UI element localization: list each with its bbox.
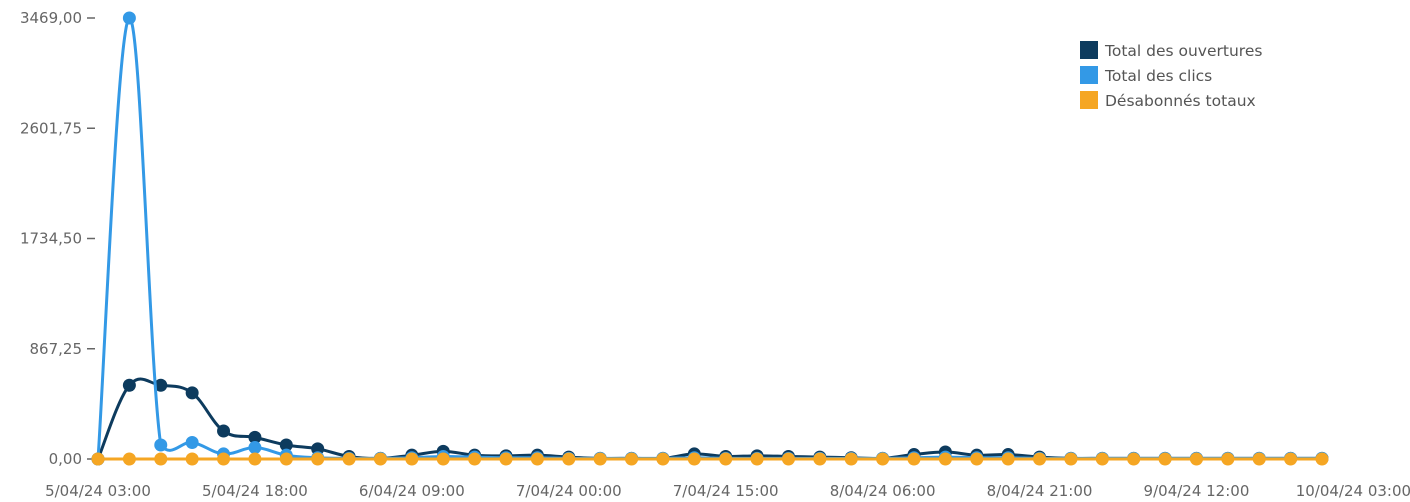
x-tick-label: 5/04/24 18:00 <box>202 482 308 500</box>
x-tick-label: 5/04/24 03:00 <box>45 482 151 500</box>
data-point <box>279 438 293 452</box>
data-point <box>687 452 701 466</box>
data-point <box>781 452 795 466</box>
data-point <box>185 386 199 400</box>
y-tick-label: 867,25 <box>30 340 83 358</box>
legend-label: Total des ouvertures <box>1104 42 1262 60</box>
x-tick-label: 9/04/24 12:00 <box>1144 482 1250 500</box>
legend-swatch <box>1080 91 1098 109</box>
data-point <box>907 452 921 466</box>
data-point <box>1252 452 1266 466</box>
y-tick-label: 0,00 <box>49 450 82 468</box>
data-point <box>217 452 231 466</box>
data-point <box>750 452 764 466</box>
data-point <box>970 452 984 466</box>
data-point <box>530 452 544 466</box>
data-point <box>248 430 262 444</box>
y-tick-label: 3469,00 <box>20 9 82 27</box>
data-point <box>373 452 387 466</box>
data-point <box>719 452 733 466</box>
data-point <box>1033 452 1047 466</box>
data-point <box>938 452 952 466</box>
data-point <box>122 11 136 25</box>
data-point <box>844 452 858 466</box>
x-tick-label: 8/04/24 21:00 <box>987 482 1093 500</box>
data-point <box>1064 452 1078 466</box>
data-point <box>154 438 168 452</box>
data-point <box>468 452 482 466</box>
data-point <box>405 452 419 466</box>
data-point <box>593 452 607 466</box>
x-tick-label: 7/04/24 15:00 <box>673 482 779 500</box>
data-point <box>436 452 450 466</box>
data-point <box>1284 452 1298 466</box>
data-point <box>562 452 576 466</box>
legend-swatch <box>1080 66 1098 84</box>
data-point <box>1001 452 1015 466</box>
data-point <box>248 441 262 455</box>
data-point <box>656 452 670 466</box>
data-point <box>1158 452 1172 466</box>
data-point <box>311 452 325 466</box>
data-point <box>248 452 262 466</box>
data-point <box>185 435 199 449</box>
data-point <box>342 452 356 466</box>
series-layer <box>91 11 1329 466</box>
x-tick-label: 6/04/24 09:00 <box>359 482 465 500</box>
data-point <box>625 452 639 466</box>
y-tick-label: 1734,50 <box>20 230 82 248</box>
series-3 <box>91 452 1329 466</box>
data-point <box>217 424 231 438</box>
legend-label: Total des clics <box>1104 67 1212 85</box>
x-tick-label: 7/04/24 00:00 <box>516 482 622 500</box>
x-tick-label: 10/04/24 03:00 <box>1296 482 1410 500</box>
y-tick-label: 2601,75 <box>20 119 82 137</box>
data-point <box>91 452 105 466</box>
data-point <box>1315 452 1329 466</box>
data-point <box>311 442 325 456</box>
data-point <box>122 452 136 466</box>
data-point <box>1189 452 1203 466</box>
data-point <box>813 452 827 466</box>
legend: Total des ouvertures Total des clics Désab… <box>1080 41 1262 110</box>
legend-label: Désabonnés totaux <box>1105 92 1256 110</box>
data-point <box>154 452 168 466</box>
data-point <box>876 452 890 466</box>
x-tick-label: 8/04/24 06:00 <box>830 482 936 500</box>
legend-swatch <box>1080 41 1098 59</box>
data-point <box>499 452 513 466</box>
data-point <box>1095 452 1109 466</box>
data-point <box>122 378 136 392</box>
data-point <box>185 452 199 466</box>
data-point <box>1221 452 1235 466</box>
data-point <box>154 378 168 392</box>
data-point <box>1127 452 1141 466</box>
data-point <box>279 452 293 466</box>
